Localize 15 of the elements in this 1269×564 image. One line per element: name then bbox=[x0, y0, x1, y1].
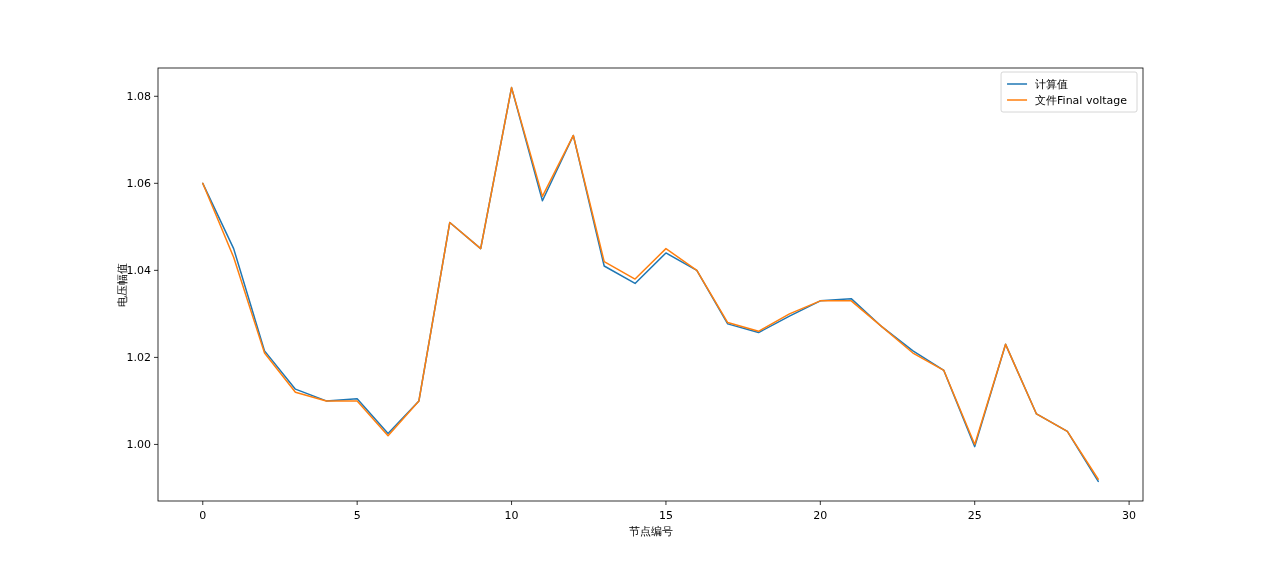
legend-label: 文件Final voltage bbox=[1035, 94, 1128, 107]
y-tick-label: 1.08 bbox=[126, 90, 151, 104]
x-tick-label: 15 bbox=[658, 509, 673, 522]
y-axis-title: 电压幅值 bbox=[116, 262, 129, 307]
x-tick-label: 30 bbox=[1122, 509, 1137, 522]
x-tick-label: 20 bbox=[813, 509, 828, 522]
legend-label: 计算值 bbox=[1035, 78, 1069, 91]
y-tick-label: 1.00 bbox=[126, 438, 151, 452]
y-tick-label: 1.06 bbox=[126, 177, 151, 191]
x-axis-title: 节点编号 bbox=[628, 525, 673, 538]
x-tick-label: 25 bbox=[967, 509, 982, 522]
x-tick-label: 5 bbox=[353, 509, 361, 522]
y-tick-label: 1.02 bbox=[126, 351, 151, 365]
x-tick-label: 10 bbox=[504, 509, 519, 522]
x-tick-label: 0 bbox=[199, 509, 207, 522]
